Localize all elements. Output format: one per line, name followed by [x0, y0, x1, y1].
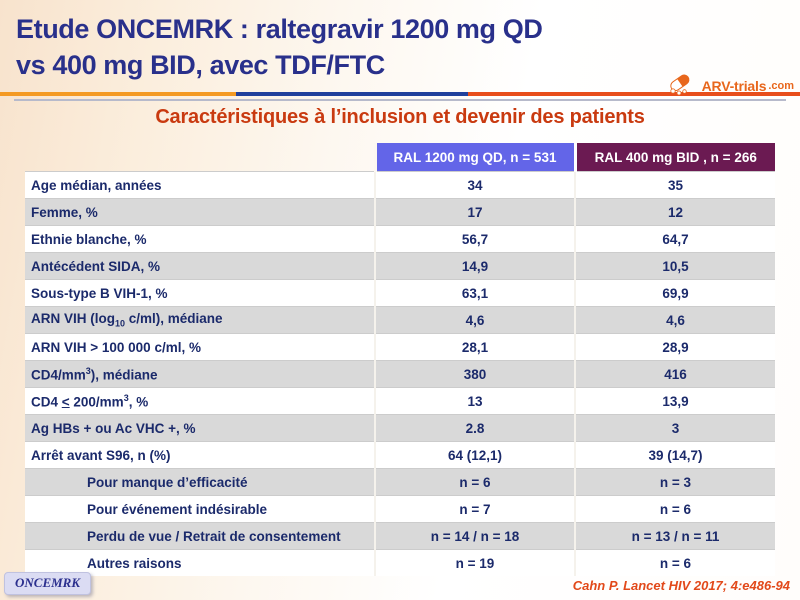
- row-label: Pour événement indésirable: [25, 495, 375, 523]
- row-value: 64 (12,1): [374, 441, 575, 469]
- row-value: 13,9: [574, 387, 775, 415]
- slide-subtitle: Caractéristiques à l’inclusion et deveni…: [155, 106, 645, 128]
- table-row: Femme, % 17 12: [25, 198, 775, 226]
- row-value: 4,6: [374, 306, 575, 334]
- table-row: Ag HBs + ou Ac VHC +, % 2.8 3: [25, 414, 775, 442]
- row-value: 416: [574, 360, 775, 388]
- table-row: Perdu de vue / Retrait de consentement n …: [25, 522, 775, 550]
- row-value: n = 19: [374, 549, 575, 576]
- row-value: 10,5: [574, 252, 775, 280]
- divider-line: [0, 92, 800, 96]
- row-value: 380: [374, 360, 575, 388]
- arv-trials-logo: ARV-trials .com: [666, 70, 794, 101]
- row-value: n = 3: [574, 468, 775, 496]
- table-row: ARN VIH (log10 c/ml), médiane 4,6 4,6: [25, 306, 775, 334]
- table-row: Arrêt avant S96, n (%) 64 (12,1) 39 (14,7): [25, 441, 775, 469]
- row-value: n = 6: [574, 495, 775, 523]
- header-ral-1200-qd: RAL 1200 mg QD, n = 531: [373, 143, 575, 172]
- characteristics-table: RAL 1200 mg QD, n = 531 RAL 400 mg BID ,…: [25, 143, 775, 576]
- row-value: n = 6: [374, 468, 575, 496]
- row-value: 63,1: [374, 279, 575, 307]
- row-value: 13: [374, 387, 575, 415]
- row-label: Ethnie blanche, %: [25, 225, 375, 253]
- row-value: 28,1: [374, 333, 575, 361]
- row-value: 3: [574, 414, 775, 442]
- row-label: Autres raisons: [25, 549, 375, 576]
- row-value: 64,7: [574, 225, 775, 253]
- row-label: Antécédent SIDA, %: [25, 252, 375, 280]
- row-label: Sous-type B VIH-1, %: [25, 279, 375, 307]
- row-value: 34: [374, 171, 575, 199]
- logo-text: ARV-trials: [701, 77, 767, 94]
- table-row: Age médian, années 34 35: [25, 171, 775, 199]
- header-empty-cell: [25, 143, 375, 172]
- row-value: 17: [374, 198, 575, 226]
- row-label: Perdu de vue / Retrait de consentement: [25, 522, 375, 550]
- title-line-1: Etude ONCEMRK : raltegravir 1200 mg QD: [16, 14, 543, 44]
- row-value: 69,9: [574, 279, 775, 307]
- table-row: ARN VIH > 100 000 c/ml, % 28,1 28,9: [25, 333, 775, 361]
- row-label: CD4/mm3), médiane: [25, 360, 375, 388]
- table-row: Antécédent SIDA, % 14,9 10,5: [25, 252, 775, 280]
- row-value: n = 13 / n = 11: [574, 522, 775, 550]
- row-label: Pour manque d’efficacité: [25, 468, 375, 496]
- title-line-2: vs 400 mg BID, avec TDF/FTC: [16, 49, 385, 80]
- row-value: 2.8: [374, 414, 575, 442]
- study-badge: ONCEMRK: [4, 572, 92, 595]
- pill-capsule-icon: [666, 70, 700, 101]
- table-header-row: RAL 1200 mg QD, n = 531 RAL 400 mg BID ,…: [25, 143, 775, 172]
- row-label: ARN VIH > 100 000 c/ml, %: [25, 333, 375, 361]
- row-value: n = 7: [374, 495, 575, 523]
- row-value: 14,9: [374, 252, 575, 280]
- logo-text-suffix: .com: [768, 79, 794, 92]
- citation: Cahn P. Lancet HIV 2017; 4:e486-94: [572, 578, 790, 593]
- row-value: 39 (14,7): [574, 441, 775, 469]
- divider-underline: [14, 99, 786, 101]
- page-title: Etude ONCEMRK : raltegravir 1200 mg QD v…: [16, 12, 543, 83]
- row-label: Age médian, années: [25, 171, 375, 199]
- row-value: 12: [574, 198, 775, 226]
- row-value: n = 6: [574, 549, 775, 576]
- row-label: Arrêt avant S96, n (%): [25, 441, 375, 469]
- table-row: Autres raisons n = 19 n = 6: [25, 549, 775, 576]
- row-value: 56,7: [374, 225, 575, 253]
- row-value: n = 14 / n = 18: [374, 522, 575, 550]
- table-row: CD4/mm3), médiane 380 416: [25, 360, 775, 388]
- row-value: 35: [574, 171, 775, 199]
- table-row: Ethnie blanche, % 56,7 64,7: [25, 225, 775, 253]
- row-label: Ag HBs + ou Ac VHC +, %: [25, 414, 375, 442]
- row-value: 28,9: [574, 333, 775, 361]
- row-value: 4,6: [574, 306, 775, 334]
- header-ral-400-bid: RAL 400 mg BID , n = 266: [573, 143, 775, 172]
- table-row: Sous-type B VIH-1, % 63,1 69,9: [25, 279, 775, 307]
- table-row: CD4 < 200/mm3, % 13 13,9: [25, 387, 775, 415]
- row-label: Femme, %: [25, 198, 375, 226]
- row-label: ARN VIH (log10 c/ml), médiane: [25, 306, 375, 334]
- row-label: CD4 < 200/mm3, %: [25, 387, 375, 415]
